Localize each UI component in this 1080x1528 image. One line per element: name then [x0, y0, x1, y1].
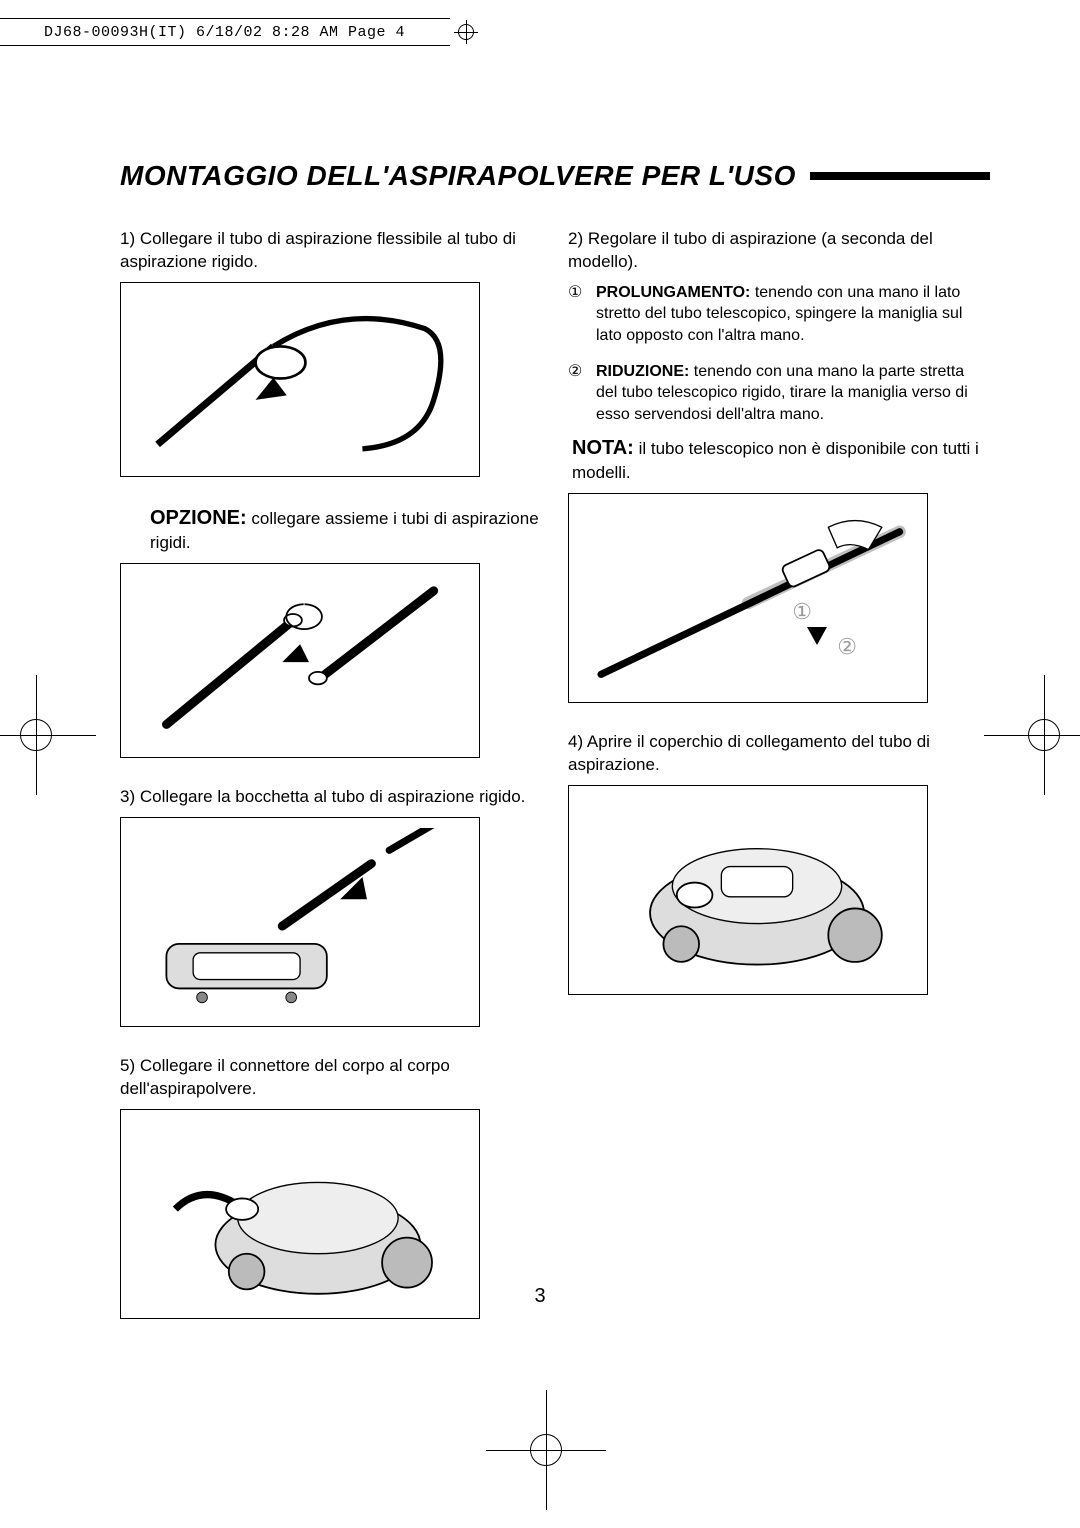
page: DJ68-00093H(IT) 6/18/02 8:28 AM Page 4 M… [0, 0, 1080, 1528]
nota-text: il tubo telescopico non è disponibile co… [572, 439, 979, 482]
step-4: 4) Aprire il coperchio di collegamento d… [568, 731, 988, 995]
vacuum-body-illustration [587, 797, 909, 984]
nota-label: NOTA: [572, 437, 634, 459]
nozzle-illustration [139, 828, 461, 1015]
fig-callout-2: ② [837, 634, 857, 660]
step-5: 5) Collegare il connettore del corpo al … [120, 1055, 540, 1319]
sub-item-2: ② RIDUZIONE: tenendo con una mano la par… [568, 361, 988, 426]
step-5-text: 5) Collegare il connettore del corpo al … [120, 1055, 540, 1101]
crop-mark-bottom [516, 1420, 576, 1480]
rigid-tubes-illustration [139, 573, 461, 747]
title-bar [810, 172, 990, 180]
step-3-text: 3) Collegare la bocchetta al tubo di asp… [120, 786, 540, 809]
step-opzione: OPZIONE: collegare assieme i tubi di asp… [120, 505, 540, 758]
telescopic-tube-illustration [587, 505, 909, 692]
crop-mark-right [1014, 705, 1074, 765]
columns: 1) Collegare il tubo di aspirazione fles… [120, 228, 990, 1347]
page-number: 3 [0, 1285, 1080, 1308]
column-left: 1) Collegare il tubo di aspirazione fles… [120, 228, 540, 1347]
figure-1 [120, 282, 480, 477]
step-2: 2) Regolare il tubo di aspirazione (a se… [568, 228, 988, 425]
column-right: 2) Regolare il tubo di aspirazione (a se… [568, 228, 988, 1347]
circled-1: ① [568, 282, 588, 347]
opzione-text-row: OPZIONE: collegare assieme i tubi di asp… [120, 505, 540, 555]
page-title: MONTAGGIO DELL'ASPIRAPOLVERE PER L'USO [120, 160, 796, 192]
hose-connect-illustration [139, 293, 461, 467]
fig-callout-1: ① [792, 599, 812, 625]
vacuum-connector-illustration [139, 1120, 461, 1307]
step-2-text: 2) Regolare il tubo di aspirazione (a se… [568, 228, 988, 274]
sub1-label: PROLUNGAMENTO: [596, 284, 750, 301]
figure-4 [568, 785, 928, 995]
step-1: 1) Collegare il tubo di aspirazione fles… [120, 228, 540, 477]
content-area: MONTAGGIO DELL'ASPIRAPOLVERE PER L'USO 1… [120, 160, 990, 1347]
sub2-label: RIDUZIONE: [596, 363, 689, 380]
sub-item-1: ① PROLUNGAMENTO: tenendo con una mano il… [568, 282, 988, 347]
print-header-text: DJ68-00093H(IT) 6/18/02 8:28 AM Page 4 [44, 24, 405, 41]
opzione-label: OPZIONE: [150, 507, 247, 529]
figure-2: ① ② [568, 493, 928, 703]
nota-row: NOTA: il tubo telescopico non è disponib… [568, 435, 988, 485]
registration-mark-header [454, 20, 478, 44]
step-nota: NOTA: il tubo telescopico non è disponib… [568, 435, 988, 703]
print-header-strip: DJ68-00093H(IT) 6/18/02 8:28 AM Page 4 [0, 18, 450, 46]
step-1-text: 1) Collegare il tubo di aspirazione fles… [120, 228, 540, 274]
arrow-down-icon [807, 627, 837, 649]
circled-2: ② [568, 361, 588, 426]
step-4-text: 4) Aprire il coperchio di collegamento d… [568, 731, 988, 777]
figure-opzione [120, 563, 480, 758]
crop-mark-left [6, 705, 66, 765]
title-row: MONTAGGIO DELL'ASPIRAPOLVERE PER L'USO [120, 160, 990, 192]
step-3: 3) Collegare la bocchetta al tubo di asp… [120, 786, 540, 1027]
figure-3 [120, 817, 480, 1027]
